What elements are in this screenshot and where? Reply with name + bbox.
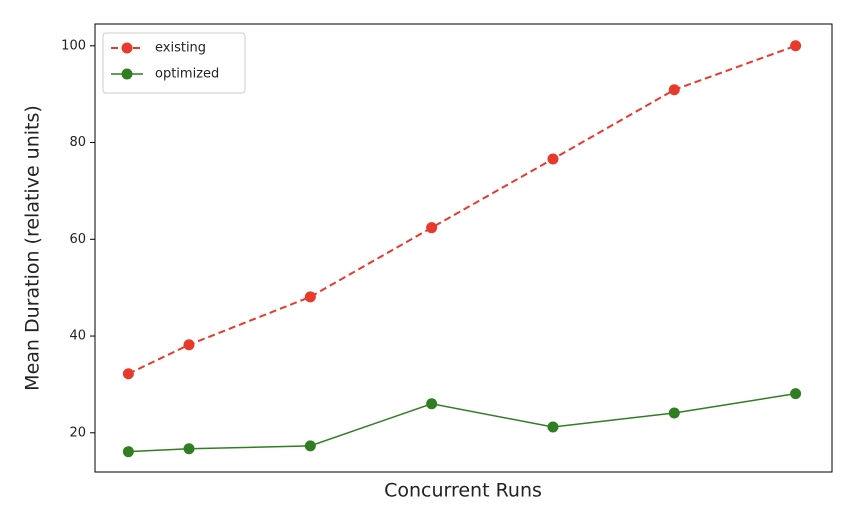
plot-frame [94, 23, 833, 473]
x-axis-label: Concurrent Runs [384, 480, 542, 502]
data-point [304, 440, 316, 452]
y-axis-label: Mean Duration (relative units) [22, 105, 44, 391]
data-point [668, 84, 680, 96]
legend-label: optimized [155, 67, 219, 82]
y-tick-label: 20 [69, 425, 86, 440]
data-point [426, 398, 438, 410]
y-tick-label: 80 [69, 135, 86, 150]
legend-label: existing [155, 41, 206, 56]
series-line [127, 44, 796, 375]
series-line [128, 392, 796, 453]
y-tick-label: 100 [61, 38, 86, 53]
data-point [122, 368, 134, 380]
data-point [426, 222, 438, 234]
data-point [122, 446, 134, 458]
y-tick-label: 60 [69, 232, 86, 247]
legend-marker [121, 42, 133, 54]
legend-marker [121, 68, 133, 80]
data-point [790, 40, 802, 52]
data-point [183, 339, 195, 351]
data-point [547, 153, 559, 165]
y-tick-label: 40 [69, 329, 86, 344]
data-point [668, 407, 680, 419]
data-point [183, 443, 195, 455]
data-point [790, 388, 802, 400]
data-point [547, 421, 559, 433]
data-point [304, 291, 316, 303]
